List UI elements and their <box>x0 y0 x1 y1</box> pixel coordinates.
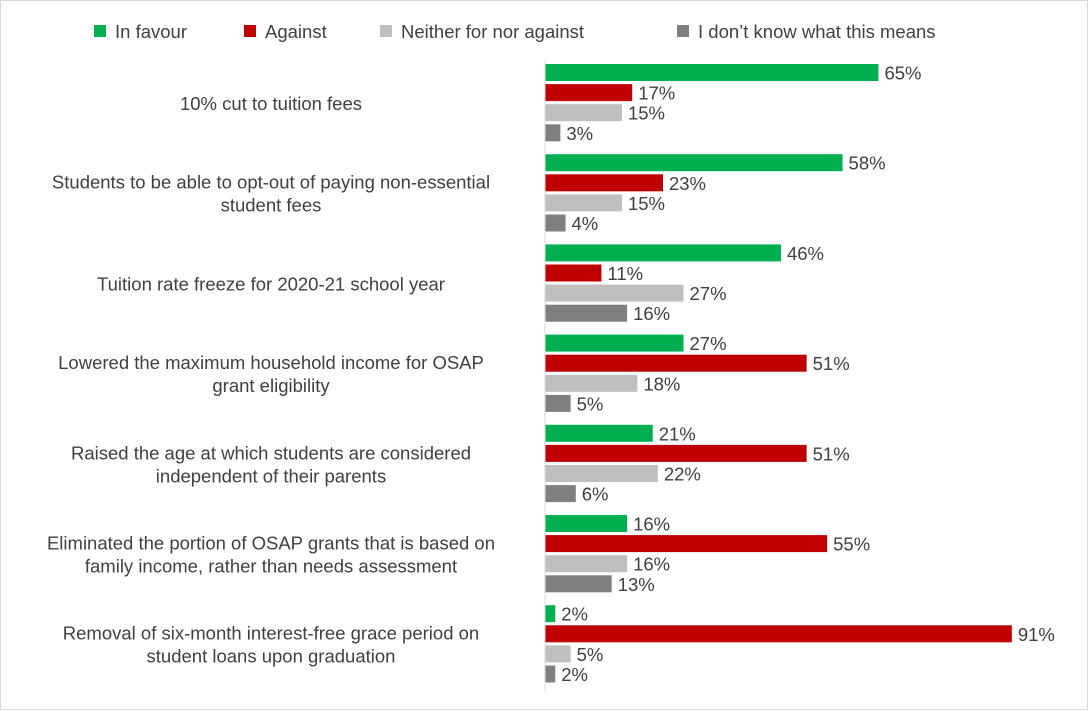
category-label: Removal of six-month interest-free grace… <box>63 623 479 644</box>
legend: In favour Against Neither for nor against I… <box>94 21 936 42</box>
category-labels: 10% cut to tuition fees Students to be ab… <box>47 93 495 667</box>
data-label-4-0: 21% <box>659 423 696 444</box>
bar-0-3 <box>545 124 561 142</box>
data-label-1-3: 4% <box>572 213 599 234</box>
data-label-6-2: 5% <box>577 644 604 665</box>
bar-1-1 <box>545 174 663 192</box>
data-label-4-3: 6% <box>582 484 609 505</box>
category-label: student loans upon graduation <box>147 646 396 667</box>
legend-label-3: I don’t know what this means <box>698 21 936 42</box>
data-labels: 65%17%15%3%58%23%15%4%46%11%27%16%27%51%… <box>561 63 1055 686</box>
legend-swatch-2 <box>380 25 392 37</box>
data-label-3-2: 18% <box>643 373 680 394</box>
data-label-6-1: 91% <box>1018 624 1055 645</box>
legend-swatch-3 <box>677 25 689 37</box>
data-label-1-0: 58% <box>849 153 886 174</box>
data-label-0-2: 15% <box>628 103 665 124</box>
data-label-1-1: 23% <box>669 173 706 194</box>
bar-3-3 <box>545 394 571 412</box>
category-label: Students to be able to opt-out of paying… <box>52 172 490 193</box>
bar-6-1 <box>545 625 1012 643</box>
bar-2-2 <box>545 284 684 302</box>
category-label: grant eligibility <box>212 375 330 396</box>
category-label: Eliminated the portion of OSAP grants th… <box>47 533 495 554</box>
data-label-5-1: 55% <box>833 534 870 555</box>
category-label: Tuition rate freeze for 2020-21 school y… <box>97 273 445 294</box>
data-label-4-2: 22% <box>664 464 701 485</box>
data-label-2-2: 27% <box>690 283 727 304</box>
data-label-5-0: 16% <box>633 514 670 535</box>
bar-6-2 <box>545 645 571 663</box>
category-label: student fees <box>221 195 322 216</box>
bar-3-1 <box>545 354 807 372</box>
data-label-2-3: 16% <box>633 303 670 324</box>
data-label-0-0: 65% <box>884 63 921 84</box>
category-label: Lowered the maximum household income for… <box>58 352 484 373</box>
data-label-6-0: 2% <box>561 604 588 625</box>
data-label-4-1: 51% <box>813 443 850 464</box>
data-label-2-0: 46% <box>787 243 824 264</box>
bar-0-1 <box>545 84 633 102</box>
bar-2-0 <box>545 244 781 262</box>
bar-2-1 <box>545 264 602 282</box>
bar-6-0 <box>545 605 556 623</box>
bar-4-0 <box>545 424 653 442</box>
bar-1-0 <box>545 154 843 172</box>
category-label: independent of their parents <box>156 465 386 486</box>
data-label-0-1: 17% <box>638 83 675 104</box>
bar-4-1 <box>545 444 807 462</box>
category-label: 10% cut to tuition fees <box>180 93 362 114</box>
bar-0-0 <box>545 64 879 81</box>
data-label-3-1: 51% <box>813 353 850 374</box>
bar-3-0 <box>545 334 684 352</box>
data-label-1-2: 15% <box>628 193 665 214</box>
bar-5-2 <box>545 555 628 573</box>
data-label-5-3: 13% <box>618 574 655 595</box>
category-label: family income, rather than needs assessm… <box>85 556 457 577</box>
legend-swatch-1 <box>244 25 256 37</box>
legend-swatch-0 <box>94 25 106 37</box>
bar-5-1 <box>545 535 828 553</box>
data-label-3-3: 5% <box>577 393 604 414</box>
bar-5-0 <box>545 515 628 532</box>
bars <box>545 64 1012 683</box>
data-label-5-2: 16% <box>633 554 670 575</box>
bar-1-3 <box>545 214 566 232</box>
bar-4-2 <box>545 465 658 482</box>
legend-label-2: Neither for nor against <box>401 21 584 42</box>
bar-6-3 <box>545 665 556 683</box>
legend-label-0: In favour <box>115 21 187 42</box>
data-label-0-3: 3% <box>566 123 593 144</box>
legend-label-1: Against <box>265 21 327 42</box>
bar-4-3 <box>545 485 576 503</box>
bar-3-2 <box>545 374 638 392</box>
bar-2-3 <box>545 304 628 322</box>
bar-1-2 <box>545 194 622 212</box>
data-label-2-1: 11% <box>607 263 643 284</box>
bar-5-3 <box>545 575 612 593</box>
category-label: Raised the age at which students are con… <box>71 442 471 463</box>
data-label-6-3: 2% <box>561 664 588 685</box>
bar-0-2 <box>545 104 622 122</box>
data-label-3-0: 27% <box>690 333 727 354</box>
